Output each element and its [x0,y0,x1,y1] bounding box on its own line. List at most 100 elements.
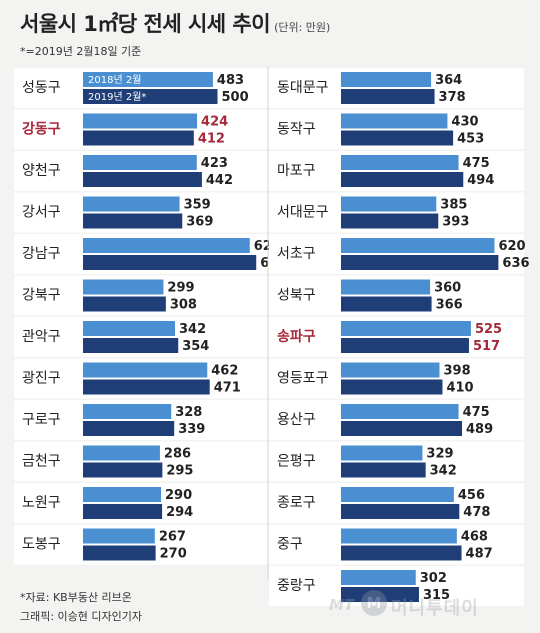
value-label-2019: 636 [502,256,529,271]
value-label-2019: 494 [467,173,494,188]
row-background [14,109,269,150]
bar-2019 [83,130,194,146]
bar-2018 [341,113,448,129]
value-label-2019: 294 [166,505,193,520]
value-label-2018: 475 [463,156,490,171]
bar-2019 [341,296,432,312]
value-label-2019: 366 [436,298,463,313]
value-label-2018: 359 [184,198,211,213]
row-background [269,483,524,523]
bar-2018 [83,404,172,419]
bar-2019 [341,462,426,478]
bar-2018 [83,445,160,461]
bar-2019 [83,255,257,270]
district-label: 강남구 [22,246,61,262]
district-label: 송파구 [277,329,316,345]
value-label-2018: 430 [451,115,478,130]
district-label: 관악구 [22,329,61,345]
value-label-2019: 270 [160,547,187,562]
value-label-2018: 398 [444,364,471,379]
bar-2018 [341,279,431,295]
row-background [14,275,269,316]
bar-2018 [83,72,213,87]
value-label-2018: 525 [475,322,502,337]
value-label-2018: 456 [458,488,485,503]
district-label: 용산구 [277,412,316,428]
bar-2019 [341,587,419,602]
bar-2019 [341,545,462,561]
bar-2019 [83,545,156,561]
value-label-2019: 500 [222,90,249,105]
bar-2018 [83,238,250,253]
bar-2018 [341,528,457,544]
page-title: 서울시 1㎡당 전세 시세 추이 (단위: 만원) [20,8,330,38]
value-label-2019: 471 [214,381,241,396]
district-label: 중랑구 [277,578,316,594]
value-label-2019: 308 [170,298,197,313]
row-background [14,317,269,357]
row-background [14,151,269,191]
district-label: 양천구 [22,163,61,179]
bar-2018 [83,362,208,378]
watermark-mark-icon: M [361,590,387,616]
value-label-2018: 302 [420,571,447,586]
bar-2018 [83,196,180,212]
value-label-2018: 620 [498,239,525,254]
value-label-2018: 483 [217,73,244,88]
district-label: 성동구 [22,80,61,96]
legend-2019: 2019년 2월* [88,91,146,103]
watermark-prefix: MT [329,596,355,614]
bar-2018 [341,487,454,502]
row-background [14,192,269,233]
district-label: 성북구 [277,288,316,304]
bar-2018 [83,321,175,336]
bar-2019 [83,89,218,104]
value-label-2019: 315 [423,588,450,603]
value-label-2019: 442 [206,173,233,188]
district-label: 광진구 [22,371,61,387]
title-text: 서울시 1㎡당 전세 시세 추이 [20,12,271,36]
value-label-2019: 295 [166,464,193,479]
bar-2019 [341,504,460,519]
row-background [269,192,524,233]
value-label-2018: 286 [164,447,191,462]
row-background [14,524,269,565]
value-label-2019: 354 [182,339,209,354]
source-note: *자료: KB부동산 리브온 [20,591,132,604]
district-label: 도봉구 [22,537,61,553]
bar-2018 [83,155,197,170]
unit-note: (단위: 만원) [274,21,331,34]
watermark-logo: MT M 머니투데이 [325,588,535,626]
value-label-2018: 329 [426,447,453,462]
bar-2018 [341,362,440,378]
value-label-2019: 487 [466,547,493,562]
district-label: 영등포구 [277,371,329,387]
bar-2018 [341,321,471,336]
value-label-2019: 410 [446,381,473,396]
legend-2018: 2018년 2월 [88,74,141,86]
bar-2019 [341,172,464,187]
district-label: 종로구 [277,495,316,511]
value-label-2019: 339 [178,422,205,437]
value-label-2018: 328 [175,405,202,420]
bar-2019 [83,379,210,395]
footer: *자료: KB부동산 리브온 그래픽: 이승현 디자인기자 [20,588,142,626]
credit-note: 그래픽: 이승현 디자인기자 [20,610,143,623]
bar-2018 [341,72,432,87]
value-label-2019: 478 [463,505,490,520]
district-label: 마포구 [277,163,316,179]
value-label-2019: 412 [198,132,225,147]
bar-2018 [83,279,164,295]
bar-2018 [341,238,495,253]
bar-2018 [341,570,416,585]
bar-2019 [341,338,469,353]
value-label-2018: 475 [463,405,490,420]
district-label: 중구 [277,537,303,553]
value-label-2019: 489 [466,422,493,437]
bar-2018 [83,528,155,544]
bar-2019 [83,213,183,229]
bar-2019 [83,421,175,436]
district-label: 노원구 [22,495,61,511]
bar-2019 [83,338,179,353]
